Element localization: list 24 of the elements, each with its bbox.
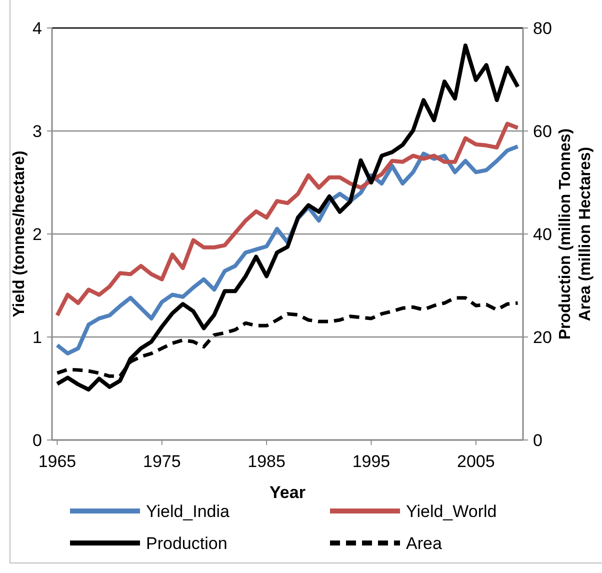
x-tick-label: 1965 xyxy=(38,452,76,471)
y2-tick-label: 80 xyxy=(533,18,552,38)
legend-label: Production xyxy=(146,534,228,553)
x-tick-label: 1985 xyxy=(248,452,286,471)
y-tick-label: 1 xyxy=(32,328,42,347)
y2-tick-label: 0 xyxy=(533,430,542,450)
legend-label: Yield_India xyxy=(146,502,230,521)
line-series xyxy=(55,122,520,318)
x-axis-title: Year xyxy=(270,483,306,502)
y2-tick-label: 20 xyxy=(533,328,552,347)
y2-axis-title: Production (million Tonnes) Area (million Hectares) xyxy=(557,128,594,340)
legend-label: Yield_World xyxy=(406,502,497,521)
x-tick-label: 1995 xyxy=(352,452,390,471)
y-tick-label: 0 xyxy=(32,430,42,450)
y2-tick-label: 40 xyxy=(533,224,552,244)
legend-label: Area xyxy=(406,534,442,553)
y-tick-label: 3 xyxy=(32,122,42,141)
y-tick-label: 2 xyxy=(32,224,42,244)
y-axis-title: Yield (tonnes/hectare) xyxy=(11,150,28,318)
x-tick-label: 1975 xyxy=(142,452,181,471)
y2-tick-label: 60 xyxy=(533,122,552,141)
y-tick-label: 4 xyxy=(32,18,42,38)
x-tick-label: 2005 xyxy=(456,452,495,471)
line-series xyxy=(55,44,520,392)
